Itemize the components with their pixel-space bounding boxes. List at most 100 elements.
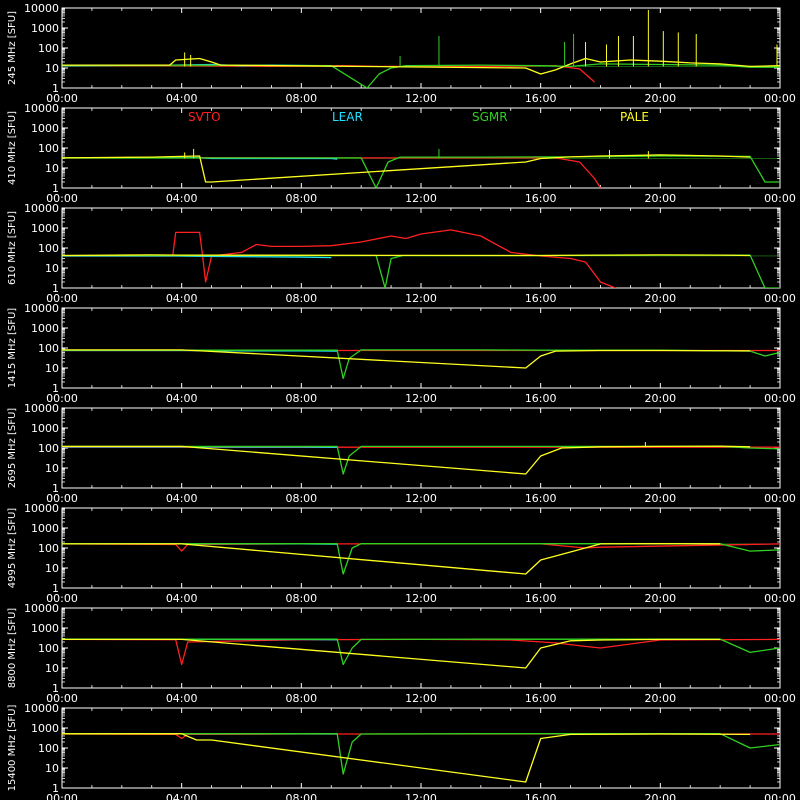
y-tick-label: 1000 [31, 622, 59, 635]
x-tick-label: 12:00 [405, 292, 437, 305]
plot-frame [61, 507, 781, 589]
x-tick-label: 16:00 [525, 492, 557, 505]
series-line-sgmr [62, 445, 780, 475]
y-tick-label: 10000 [24, 402, 59, 415]
series-group [62, 543, 780, 575]
legend-item-lear: LEAR [332, 110, 363, 124]
series-line-svto [62, 543, 780, 552]
x-tick-label: 20:00 [644, 592, 676, 605]
x-tick-label: 00:00 [764, 592, 796, 605]
x-tick-label: 04:00 [166, 592, 198, 605]
y-tick-label: 10000 [24, 702, 59, 715]
y-tick-label: 10000 [24, 502, 59, 515]
x-tick-label: 08:00 [285, 92, 317, 105]
y-tick-label: 1 [52, 782, 59, 795]
x-tick-label: 16:00 [525, 592, 557, 605]
x-tick-label: 08:00 [285, 392, 317, 405]
x-tick-label: 12:00 [405, 192, 437, 205]
x-tick-label: 00:00 [764, 292, 796, 305]
x-tick-label: 12:00 [405, 792, 437, 800]
y-tick-label: 100 [38, 42, 59, 55]
y-axis-label: 410 MHz [SFU] [7, 111, 18, 185]
x-tick-label: 00:00 [764, 392, 796, 405]
y-tick-label: 100 [38, 142, 59, 155]
series-line-pale [62, 349, 751, 369]
x-tick-label: 00:00 [764, 792, 796, 800]
y-axis-label: 610 MHz [SFU] [7, 211, 18, 285]
y-tick-label: 10 [45, 762, 59, 775]
y-tick-label: 1 [52, 282, 59, 295]
x-tick-label: 00:00 [764, 492, 796, 505]
series-line-pale [62, 57, 780, 75]
y-tick-label: 1000 [31, 22, 59, 35]
y-axis-label: 4995 MHz [SFU] [7, 508, 18, 589]
panel-2: 1 10 100 1000 10000 00:00 04:00 08:00 12:00 16:00… [7, 102, 796, 205]
y-axis-label: 8800 MHz [SFU] [7, 608, 18, 689]
x-tick-label: 16:00 [525, 692, 557, 705]
y-tick-label: 100 [38, 642, 59, 655]
y-tick-label: 10 [45, 162, 59, 175]
y-tick-label: 10 [45, 62, 59, 75]
x-tick-label: 04:00 [166, 392, 198, 405]
y-axis-label: 245 MHz [SFU] [7, 11, 18, 85]
y-tick-label: 10000 [24, 602, 59, 615]
y-tick-label: 10 [45, 362, 59, 375]
panel-8: 1 10 100 1000 10000 00:00 04:00 08:00 12:00 16:00… [7, 702, 796, 800]
y-axis-label: 2695 MHz [SFU] [7, 408, 18, 489]
x-tick-label: 04:00 [166, 92, 198, 105]
x-tick-label: 08:00 [285, 292, 317, 305]
y-tick-label: 1000 [31, 222, 59, 235]
series-line-pale [62, 543, 721, 575]
series-line-sgmr [62, 733, 780, 775]
y-tick-label: 1 [52, 182, 59, 195]
plot-frame [61, 107, 781, 189]
plot-frame [61, 607, 781, 689]
x-tick-label: 00:00 [46, 392, 78, 405]
series-line-pale [62, 445, 751, 475]
x-tick-label: 12:00 [405, 492, 437, 505]
x-tick-label: 04:00 [166, 692, 198, 705]
y-tick-label: 10000 [24, 2, 59, 15]
x-tick-label: 04:00 [166, 192, 198, 205]
x-tick-label: 12:00 [405, 92, 437, 105]
x-tick-label: 00:00 [46, 492, 78, 505]
y-axis-label: 1415 MHz [SFU] [7, 308, 18, 389]
y-tick-label: 10 [45, 662, 59, 675]
panel-4: 1 10 100 1000 10000 00:00 04:00 08:00 12:00 16:00… [7, 302, 796, 405]
y-tick-label: 1000 [31, 122, 59, 135]
x-tick-label: 20:00 [644, 92, 676, 105]
y-tick-label: 10 [45, 262, 59, 275]
y-tick-label: 10000 [24, 302, 59, 315]
y-tick-label: 1 [52, 682, 59, 695]
x-tick-label: 08:00 [285, 792, 317, 800]
x-tick-label: 16:00 [525, 392, 557, 405]
y-tick-label: 1 [52, 482, 59, 495]
y-tick-label: 1 [52, 82, 59, 95]
x-tick-label: 20:00 [644, 792, 676, 800]
x-tick-label: 00:00 [46, 192, 78, 205]
y-tick-label: 10000 [24, 102, 59, 115]
series-line-svto [62, 229, 616, 288]
series-line-sgmr [62, 638, 780, 666]
x-tick-label: 04:00 [166, 292, 198, 305]
plot-frame [61, 307, 781, 389]
series-line-pale [62, 254, 751, 257]
plot-frame [61, 207, 781, 289]
x-tick-label: 08:00 [285, 592, 317, 605]
series-line-sgmr [62, 543, 780, 575]
legend-item-svto: SVTO [188, 110, 221, 124]
x-tick-label: 00:00 [46, 792, 78, 800]
y-tick-label: 10000 [24, 202, 59, 215]
x-tick-label: 20:00 [644, 292, 676, 305]
plot-frame [61, 407, 781, 489]
panel-1: 1 10 100 1000 10000 00:00 04:00 08:00 12:00 16:00… [7, 2, 796, 105]
y-tick-label: 100 [38, 442, 59, 455]
x-tick-label: 00:00 [46, 92, 78, 105]
y-tick-label: 100 [38, 542, 59, 555]
series-line-pale [62, 154, 751, 183]
x-tick-label: 20:00 [644, 492, 676, 505]
y-tick-label: 10 [45, 562, 59, 575]
y-tick-label: 1000 [31, 322, 59, 335]
x-tick-label: 08:00 [285, 192, 317, 205]
